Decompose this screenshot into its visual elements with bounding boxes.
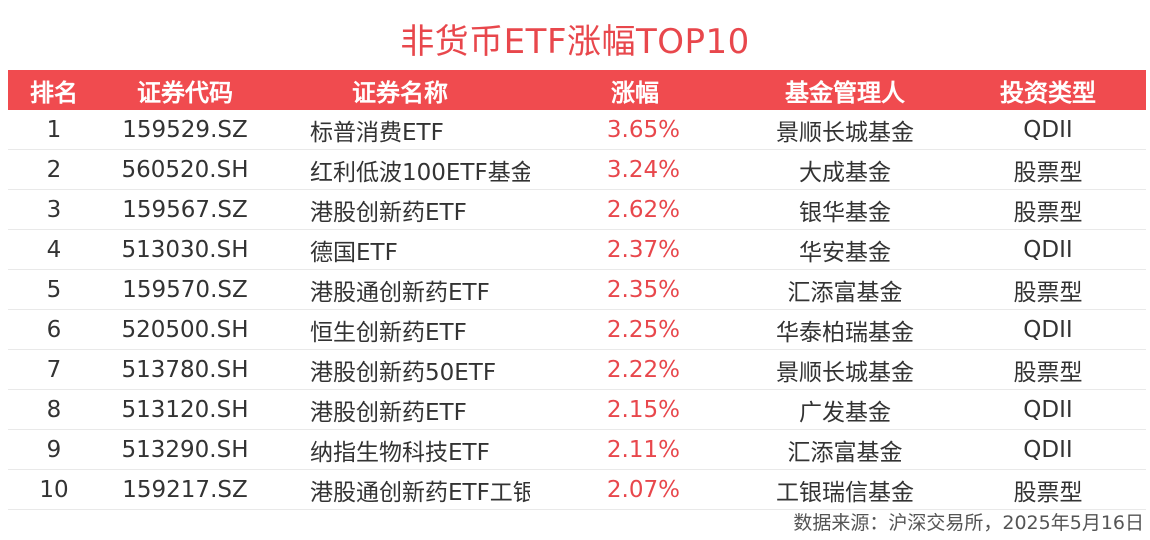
table-row[interactable]: 5 159570.SZ 港股通创新药ETF 2.35% 汇添富基金 股票型 — [8, 270, 1146, 310]
change-cell: 3.65% — [606, 116, 680, 143]
code-cell: 159570.SZ — [122, 276, 248, 303]
table-row[interactable]: 3 159567.SZ 港股创新药ETF 2.62% 银华基金 股票型 — [8, 190, 1146, 230]
type-cell: QDII — [1023, 236, 1073, 263]
type-cell: 股票型 — [1013, 159, 1083, 186]
column-header-rank[interactable]: 排名 — [30, 78, 78, 107]
table-row[interactable]: 7 513780.SH 港股创新药50ETF 2.22% 景顺长城基金 股票型 — [8, 350, 1146, 390]
code-cell: 159217.SZ — [122, 476, 248, 503]
manager-cell: 广发基金 — [799, 399, 891, 426]
change-cell: 2.62% — [606, 196, 680, 223]
code-cell: 513290.SH — [121, 436, 249, 463]
code-cell: 513780.SH — [121, 356, 249, 383]
column-header-type[interactable]: 投资类型 — [1000, 78, 1096, 107]
table-row[interactable]: 10 159217.SZ 港股通创新药ETF工银 2.07% 工银瑞信基金 股票型 — [8, 470, 1146, 510]
code-cell: 159567.SZ — [122, 196, 248, 223]
type-cell: QDII — [1023, 396, 1073, 423]
type-cell: 股票型 — [1013, 479, 1083, 506]
manager-cell: 工银瑞信基金 — [776, 479, 914, 506]
code-cell: 520500.SH — [121, 316, 249, 343]
name-cell: 港股创新药50ETF — [310, 359, 497, 386]
rank-cell: 2 — [46, 156, 62, 183]
rank-cell: 8 — [46, 396, 62, 423]
type-cell: 股票型 — [1013, 359, 1083, 386]
table-row[interactable]: 8 513120.SH 港股创新药ETF 2.15% 广发基金 QDII — [8, 390, 1146, 430]
name-cell: 标普消费ETF — [310, 119, 444, 146]
rank-cell: 10 — [39, 476, 69, 503]
manager-cell: 汇添富基金 — [787, 279, 903, 306]
rank-cell: 7 — [46, 356, 62, 383]
change-cell: 2.37% — [606, 236, 680, 263]
name-cell: 德国ETF — [310, 239, 398, 266]
table-body: 1 159529.SZ 标普消费ETF 3.65% 景顺长城基金 QDII 2 560520.… — [8, 110, 1146, 510]
change-cell: 2.35% — [606, 276, 680, 303]
page-title: 非货币ETF涨幅TOP10 — [400, 22, 750, 62]
table-row[interactable]: 4 513030.SH 德国ETF 2.37% 华安基金 QDII — [8, 230, 1146, 270]
code-cell: 159529.SZ — [122, 116, 248, 143]
column-header-change[interactable]: 涨幅 — [611, 78, 659, 107]
name-cell: 港股创新药ETF — [310, 399, 467, 426]
name-cell: 港股通创新药ETF工银 — [310, 479, 530, 506]
type-cell: QDII — [1023, 116, 1073, 143]
change-cell: 2.25% — [606, 316, 680, 343]
rank-cell: 9 — [46, 436, 62, 463]
change-cell: 3.24% — [606, 156, 680, 183]
table-row[interactable]: 6 520500.SH 恒生创新药ETF 2.25% 华泰柏瑞基金 QDII — [8, 310, 1146, 350]
rank-cell: 6 — [46, 316, 62, 343]
data-source-note: 数据来源：沪深交易所，2025年5月16日 — [793, 512, 1144, 534]
manager-cell: 华安基金 — [799, 239, 891, 266]
type-cell: 股票型 — [1013, 199, 1083, 226]
etf-ranking-table: 排名 证券代码 证券名称 涨幅 基金管理人 投资类型 1 159529.SZ 标普消… — [8, 70, 1146, 510]
name-cell: 恒生创新药ETF — [310, 319, 467, 346]
manager-cell: 景顺长城基金 — [776, 119, 914, 146]
manager-cell: 景顺长城基金 — [776, 359, 914, 386]
change-cell: 2.22% — [606, 356, 680, 383]
column-header-name[interactable]: 证券名称 — [352, 78, 448, 107]
type-cell: QDII — [1023, 316, 1073, 343]
table-row[interactable]: 2 560520.SH 红利低波100ETF基金 3.24% 大成基金 股票型 — [8, 150, 1146, 190]
table-header-row: 排名 证券代码 证券名称 涨幅 基金管理人 投资类型 — [8, 70, 1146, 110]
type-cell: 股票型 — [1013, 279, 1083, 306]
type-cell: QDII — [1023, 436, 1073, 463]
change-cell: 2.07% — [606, 476, 680, 503]
change-cell: 2.11% — [606, 436, 680, 463]
table-row[interactable]: 9 513290.SH 纳指生物科技ETF 2.11% 汇添富基金 QDII — [8, 430, 1146, 470]
rank-cell: 1 — [46, 116, 62, 143]
column-header-code[interactable]: 证券代码 — [137, 78, 233, 107]
rank-cell: 5 — [46, 276, 62, 303]
code-cell: 513120.SH — [121, 396, 249, 423]
table-row[interactable]: 1 159529.SZ 标普消费ETF 3.65% 景顺长城基金 QDII — [8, 110, 1146, 150]
manager-cell: 大成基金 — [799, 159, 891, 186]
change-cell: 2.15% — [606, 396, 680, 423]
name-cell: 港股通创新药ETF — [310, 279, 490, 306]
name-cell: 纳指生物科技ETF — [310, 439, 490, 466]
manager-cell: 华泰柏瑞基金 — [776, 319, 914, 346]
name-cell: 港股创新药ETF — [310, 199, 467, 226]
manager-cell: 汇添富基金 — [787, 439, 903, 466]
rank-cell: 4 — [46, 236, 62, 263]
code-cell: 513030.SH — [121, 236, 249, 263]
manager-cell: 银华基金 — [799, 199, 891, 226]
code-cell: 560520.SH — [121, 156, 249, 183]
name-cell: 红利低波100ETF基金 — [310, 159, 530, 186]
column-header-manager[interactable]: 基金管理人 — [785, 78, 905, 107]
rank-cell: 3 — [46, 196, 62, 223]
